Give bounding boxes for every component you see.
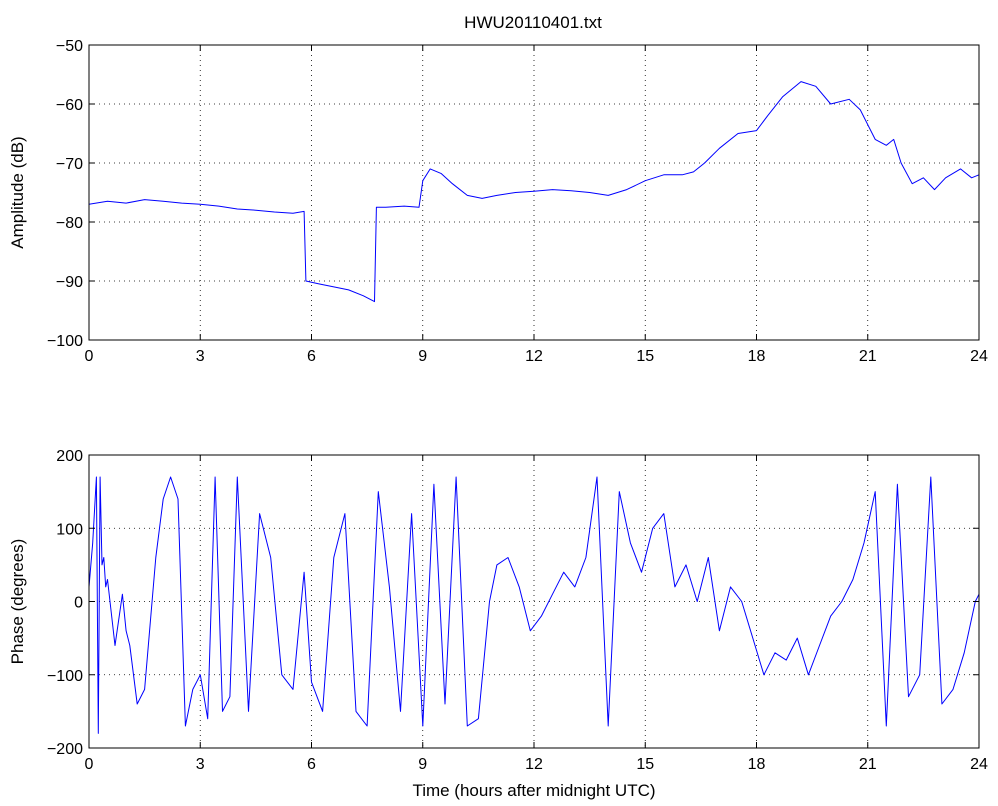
phase-xlabel: Time (hours after midnight UTC) [412, 781, 655, 800]
amplitude-xtick-label: 9 [418, 348, 427, 365]
phase-series-line [88, 476, 980, 734]
phase-xtick-label: 6 [307, 756, 316, 773]
amplitude-panel: 0 3 6 9 12 15 18 21 24 −100 −90 −80 −70 −60 −50 Amplitu… [8, 38, 988, 365]
phase-xtick-label: 9 [418, 756, 427, 773]
phase-ytick-label: 0 [74, 595, 83, 612]
amplitude-ytick-label: −60 [56, 97, 83, 114]
phase-ytick-label: 100 [56, 521, 83, 538]
phase-xtick-label: 3 [196, 756, 205, 773]
phase-xtick-label: 0 [85, 756, 94, 773]
amplitude-xtick-label: 0 [85, 348, 94, 365]
amplitude-ylabel: Amplitude (dB) [8, 136, 27, 248]
phase-panel: 0 3 6 9 12 15 18 21 24 −200 −100 0 100 200 Phase (degr… [8, 448, 988, 800]
amplitude-xtick-label: 18 [748, 348, 766, 365]
amplitude-xtick-label: 15 [636, 348, 654, 365]
phase-xtick-label: 12 [525, 756, 543, 773]
amplitude-xtick-label: 12 [525, 348, 543, 365]
phase-ytick-label: −200 [47, 741, 83, 758]
amplitude-xtick-label: 3 [196, 348, 205, 365]
phase-xtick-label: 15 [636, 756, 654, 773]
phase-ylabel: Phase (degrees) [8, 539, 27, 665]
amplitude-xtick-label: 6 [307, 348, 316, 365]
amplitude-ytick-label: −90 [56, 274, 83, 291]
amplitude-xtick-label: 24 [970, 348, 988, 365]
phase-xtick-label: 24 [970, 756, 988, 773]
phase-ytick-label: −100 [47, 668, 83, 685]
amplitude-ytick-label: −70 [56, 156, 83, 173]
amplitude-series-line [88, 81, 980, 303]
amplitude-ytick-label: −80 [56, 215, 83, 232]
figure-title: HWU20110401.txt [464, 13, 602, 32]
phase-xtick-label: 21 [859, 756, 877, 773]
amplitude-xtick-label: 21 [859, 348, 877, 365]
amplitude-ytick-label: −100 [47, 333, 83, 350]
phase-ytick-label: 200 [56, 448, 83, 465]
amplitude-ytick-label: −50 [56, 38, 83, 55]
phase-xtick-label: 18 [748, 756, 766, 773]
